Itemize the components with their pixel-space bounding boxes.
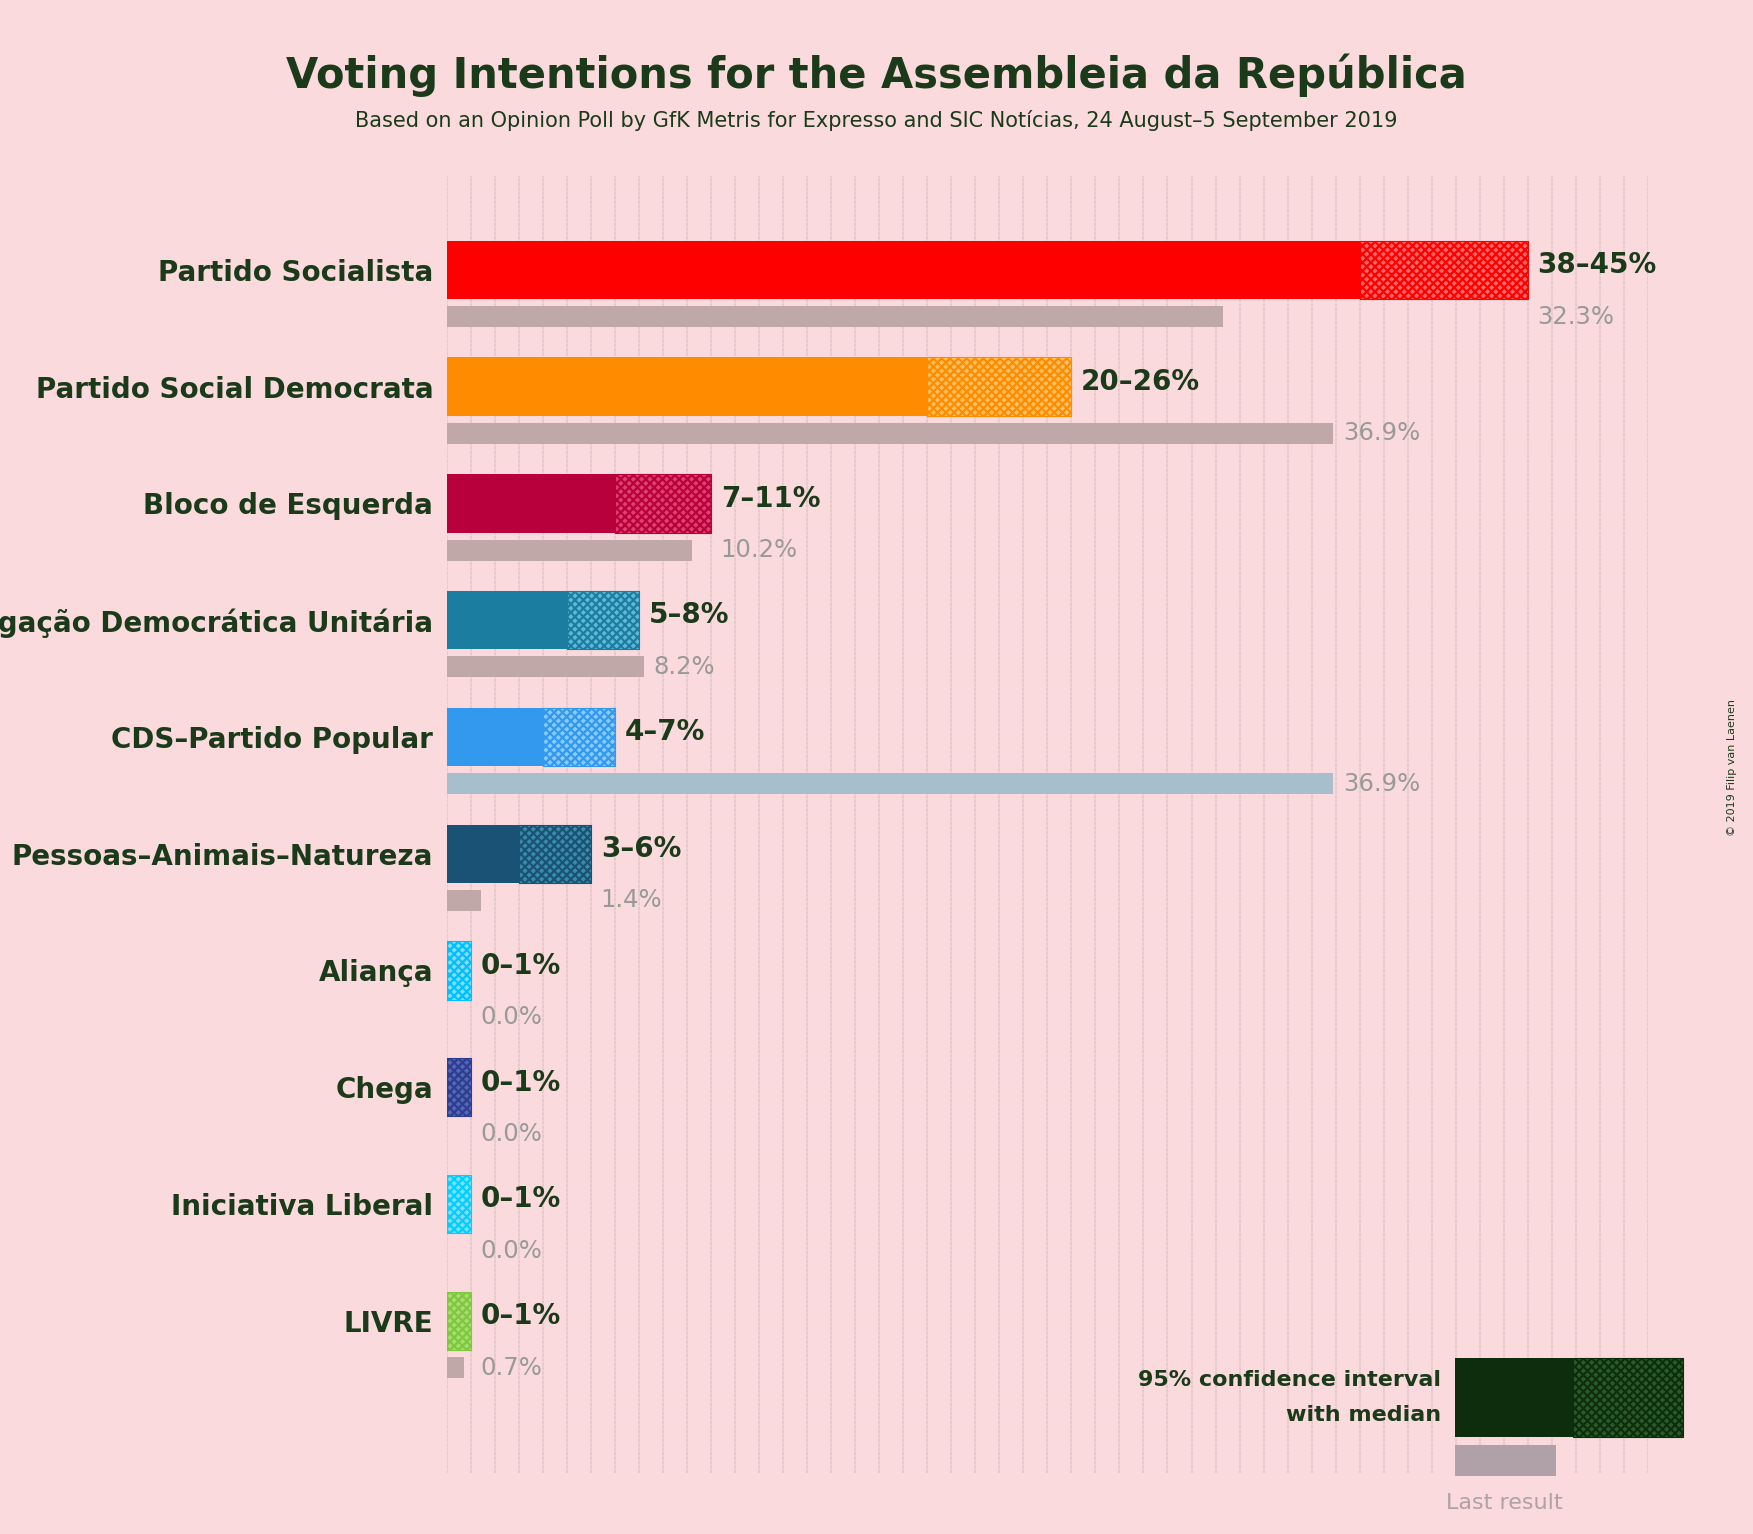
Text: 0–1%: 0–1% xyxy=(480,1302,561,1330)
Bar xyxy=(447,942,472,1000)
Bar xyxy=(519,825,591,884)
Bar xyxy=(519,825,591,884)
Text: 4–7%: 4–7% xyxy=(624,718,705,746)
Text: 36.9%: 36.9% xyxy=(1343,772,1420,796)
Bar xyxy=(447,1058,472,1117)
Text: © 2019 Filip van Laenen: © 2019 Filip van Laenen xyxy=(1727,698,1737,836)
Text: Based on an Opinion Poll by GfK Metris for Expresso and SIC Notícias, 24 August–: Based on an Opinion Poll by GfK Metris f… xyxy=(356,110,1397,132)
Bar xyxy=(1360,241,1529,299)
Bar xyxy=(568,591,640,649)
Bar xyxy=(568,591,640,649)
Text: 38–45%: 38–45% xyxy=(1537,252,1657,279)
Bar xyxy=(447,540,692,560)
Text: 95% confidence interval: 95% confidence interval xyxy=(1138,1370,1441,1390)
Text: 0–1%: 0–1% xyxy=(480,1069,561,1097)
Text: Voting Intentions for the Assembleia da República: Voting Intentions for the Assembleia da … xyxy=(286,54,1467,97)
Bar xyxy=(447,1058,472,1117)
Bar xyxy=(447,241,1360,299)
Bar xyxy=(447,1175,472,1233)
Bar xyxy=(543,707,615,765)
Bar xyxy=(447,591,568,649)
Bar xyxy=(543,707,615,765)
Bar xyxy=(447,1175,472,1233)
Text: 36.9%: 36.9% xyxy=(1343,422,1420,445)
Text: 10.2%: 10.2% xyxy=(720,538,798,561)
Bar xyxy=(447,707,543,765)
Bar xyxy=(447,942,472,1000)
Bar xyxy=(447,890,480,911)
Text: 0–1%: 0–1% xyxy=(480,1186,561,1213)
Bar xyxy=(447,1175,472,1233)
Bar xyxy=(615,474,712,532)
Bar xyxy=(447,1292,472,1350)
Text: with median: with median xyxy=(1287,1405,1441,1425)
Text: 0.0%: 0.0% xyxy=(480,1005,542,1029)
Bar xyxy=(447,657,643,678)
Bar xyxy=(1360,241,1529,299)
Bar xyxy=(615,474,712,532)
Text: 0.7%: 0.7% xyxy=(480,1356,542,1379)
Text: 0.0%: 0.0% xyxy=(480,1239,542,1262)
Bar xyxy=(447,357,927,416)
Text: 20–26%: 20–26% xyxy=(1082,368,1201,396)
Bar xyxy=(447,942,472,1000)
Bar xyxy=(447,1292,472,1350)
Bar xyxy=(927,357,1071,416)
Bar xyxy=(615,474,712,532)
Text: 0.0%: 0.0% xyxy=(480,1121,542,1146)
Bar xyxy=(447,773,1334,795)
Text: 0–1%: 0–1% xyxy=(480,951,561,980)
Bar xyxy=(447,423,1334,443)
Bar xyxy=(447,474,615,532)
Text: 5–8%: 5–8% xyxy=(649,601,729,629)
Bar xyxy=(519,825,591,884)
Bar xyxy=(447,1058,472,1117)
Text: 8.2%: 8.2% xyxy=(654,655,715,680)
Bar xyxy=(447,1358,465,1378)
Bar xyxy=(447,825,519,884)
Bar xyxy=(568,591,640,649)
Bar xyxy=(447,307,1224,327)
Text: Last result: Last result xyxy=(1446,1493,1564,1514)
Bar xyxy=(447,1292,472,1350)
Bar xyxy=(927,357,1071,416)
Text: 1.4%: 1.4% xyxy=(601,888,663,913)
Bar xyxy=(927,357,1071,416)
Text: 3–6%: 3–6% xyxy=(601,834,682,864)
Bar xyxy=(1360,241,1529,299)
Text: 7–11%: 7–11% xyxy=(720,485,820,512)
Text: 32.3%: 32.3% xyxy=(1537,305,1615,328)
Bar xyxy=(543,707,615,765)
